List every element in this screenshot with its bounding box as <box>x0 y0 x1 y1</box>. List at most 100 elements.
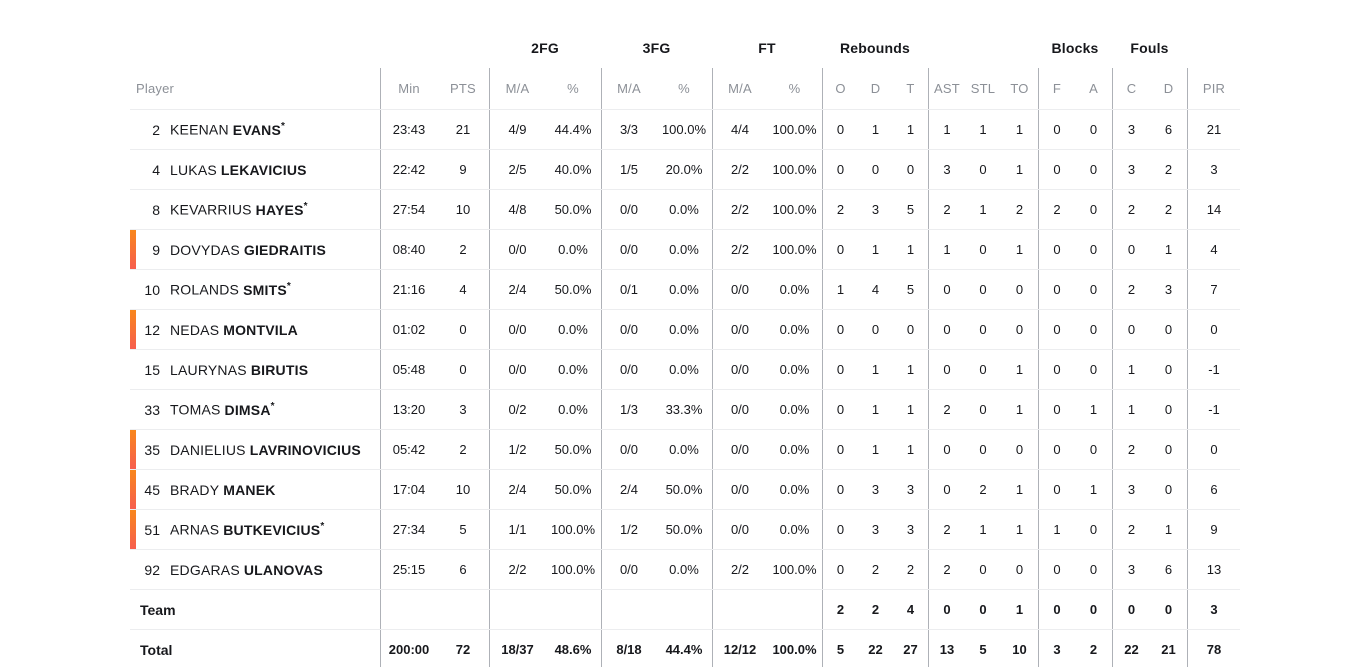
stat-ast: 13 <box>928 630 965 667</box>
jersey-number: 51 <box>144 521 160 538</box>
player-cell: 45 BRADY MANEK <box>130 470 380 509</box>
stat-2fg-pct: 100.0% <box>550 522 596 537</box>
stat-foul-d: 0 <box>1164 602 1173 617</box>
stat-foul-d: 0 <box>1164 362 1173 377</box>
stat-stl: 2 <box>979 482 987 497</box>
stat-reb-t: 1 <box>906 362 915 377</box>
stat-to: 0 <box>1015 282 1024 297</box>
stat-reb-t: 1 <box>906 242 915 257</box>
stat-2fg-pct: 0.0% <box>558 402 588 417</box>
player-name: DANIELIUS LAVRINOVICIUS <box>170 441 361 458</box>
starter-star: * <box>303 201 308 213</box>
stat-ast: 2 <box>928 390 965 429</box>
stat-3fg-ma <box>601 590 656 629</box>
stat-stl: 0 <box>979 322 987 337</box>
stat-foul-d: 1 <box>1164 522 1173 537</box>
stat-3fg-pct: 0.0% <box>669 362 699 377</box>
stat-block-a: 0 <box>1089 162 1098 177</box>
stat-foul-c: 1 <box>1112 390 1150 429</box>
player-row: 8 KEVARRIUS HAYES* 27:54 10 4/8 50.0% 0/0… <box>130 190 1240 230</box>
group-ft: FT <box>758 40 776 56</box>
stat-ast: 2 <box>928 550 965 589</box>
col-header-3fg-pct: % <box>678 81 690 96</box>
stat-ft-ma: 12/12 <box>712 630 767 667</box>
stat-3fg-ma: 3/3 <box>601 110 656 149</box>
stat-2fg-ma: 4/9 <box>489 110 545 149</box>
stat-to: 0 <box>1015 322 1024 337</box>
stat-pir: 3 <box>1187 590 1240 629</box>
player-cell: Total <box>130 630 380 667</box>
stat-to: 1 <box>1015 522 1024 537</box>
stat-block-f: 0 <box>1038 230 1075 269</box>
stat-foul-c: 3 <box>1112 110 1150 149</box>
stat-foul-c: 2 <box>1112 190 1150 229</box>
col-header-block-f: F <box>1038 68 1075 109</box>
team-row: Team 2 2 4 0 0 1 0 0 0 0 3 <box>130 590 1240 630</box>
stat-reb-d: 1 <box>871 122 880 137</box>
stat-2fg-ma <box>489 590 545 629</box>
stat-stl: 1 <box>979 122 987 137</box>
stat-2fg-pct: 40.0% <box>554 162 592 177</box>
stat-2fg-ma: 0/0 <box>489 230 545 269</box>
stat-reb-o: 0 <box>822 550 858 589</box>
stat-reb-o: 5 <box>822 630 858 667</box>
stat-ft-pct: 0.0% <box>779 362 810 377</box>
stat-ast: 0 <box>928 270 965 309</box>
stat-2fg-pct: 50.0% <box>554 482 592 497</box>
row-label: Total <box>140 641 173 658</box>
stat-ft-pct: 100.0% <box>772 162 817 177</box>
stat-3fg-ma: 0/0 <box>601 430 656 469</box>
stat-foul-c: 0 <box>1112 590 1150 629</box>
stat-2fg-ma: 0/0 <box>489 350 545 389</box>
stat-stl: 5 <box>979 642 987 657</box>
stat-pir: 14 <box>1187 190 1240 229</box>
starter-star: * <box>286 281 291 293</box>
stat-ft-ma: 0/0 <box>712 470 767 509</box>
stat-block-a: 0 <box>1089 602 1098 617</box>
stat-pts: 0 <box>459 322 467 337</box>
player-cell: 2 KEENAN EVANS* <box>130 110 380 149</box>
stat-pir: 4 <box>1187 230 1240 269</box>
stat-min: 05:42 <box>380 430 437 469</box>
table-body: 2 KEENAN EVANS* 23:43 21 4/9 44.4% 3/3 10… <box>130 110 1240 667</box>
stat-foul-c: 2 <box>1112 430 1150 469</box>
stat-pir: 0 <box>1187 430 1240 469</box>
stat-pir: -1 <box>1187 390 1240 429</box>
starter-star: * <box>270 401 275 413</box>
stat-reb-d: 1 <box>871 362 880 377</box>
stat-3fg-ma: 1/2 <box>601 510 656 549</box>
col-header-ft-pct: % <box>788 81 801 96</box>
stat-3fg-ma: 8/18 <box>601 630 656 667</box>
stat-reb-d: 0 <box>871 322 880 337</box>
stat-ft-ma: 0/0 <box>712 270 767 309</box>
stat-ast: 2 <box>928 190 965 229</box>
stat-ft-pct: 100.0% <box>772 562 817 577</box>
player-cell: 4 LUKAS LEKAVICIUS <box>130 150 380 189</box>
col-header-reb-d: D <box>870 81 881 96</box>
player-row: 92 EDGARAS ULANOVAS 25:15 6 2/2 100.0% 0/… <box>130 550 1240 590</box>
player-row: 35 DANIELIUS LAVRINOVICIUS 05:42 2 1/2 50… <box>130 430 1240 470</box>
stat-3fg-ma: 0/0 <box>601 230 656 269</box>
stat-min: 25:15 <box>380 550 437 589</box>
stat-reb-d: 4 <box>871 282 880 297</box>
stat-block-a: 1 <box>1089 402 1098 417</box>
stat-ft-pct: 0.0% <box>779 482 810 497</box>
stat-foul-c: 2 <box>1112 510 1150 549</box>
jersey-number: 33 <box>144 401 160 418</box>
stat-reb-o: 0 <box>822 470 858 509</box>
stat-to: 0 <box>1015 442 1024 457</box>
stat-2fg-ma: 1/2 <box>489 430 545 469</box>
stat-foul-d: 2 <box>1164 162 1173 177</box>
stat-3fg-ma: 0/0 <box>601 350 656 389</box>
stat-3fg-pct <box>656 590 712 629</box>
stat-reb-d: 0 <box>871 162 880 177</box>
stat-foul-c: 3 <box>1112 150 1150 189</box>
stat-stl: 0 <box>979 242 987 257</box>
stat-pts: 2 <box>459 242 467 257</box>
stat-pir: 3 <box>1187 150 1240 189</box>
player-cell: 12 NEDAS MONTVILA <box>130 310 380 349</box>
stat-min: 13:20 <box>380 390 437 429</box>
stat-2fg-ma: 2/4 <box>489 270 545 309</box>
player-row: 33 TOMAS DIMSA* 13:20 3 0/2 0.0% 1/3 33.3… <box>130 390 1240 430</box>
player-name: DOVYDAS GIEDRAITIS <box>170 241 326 258</box>
